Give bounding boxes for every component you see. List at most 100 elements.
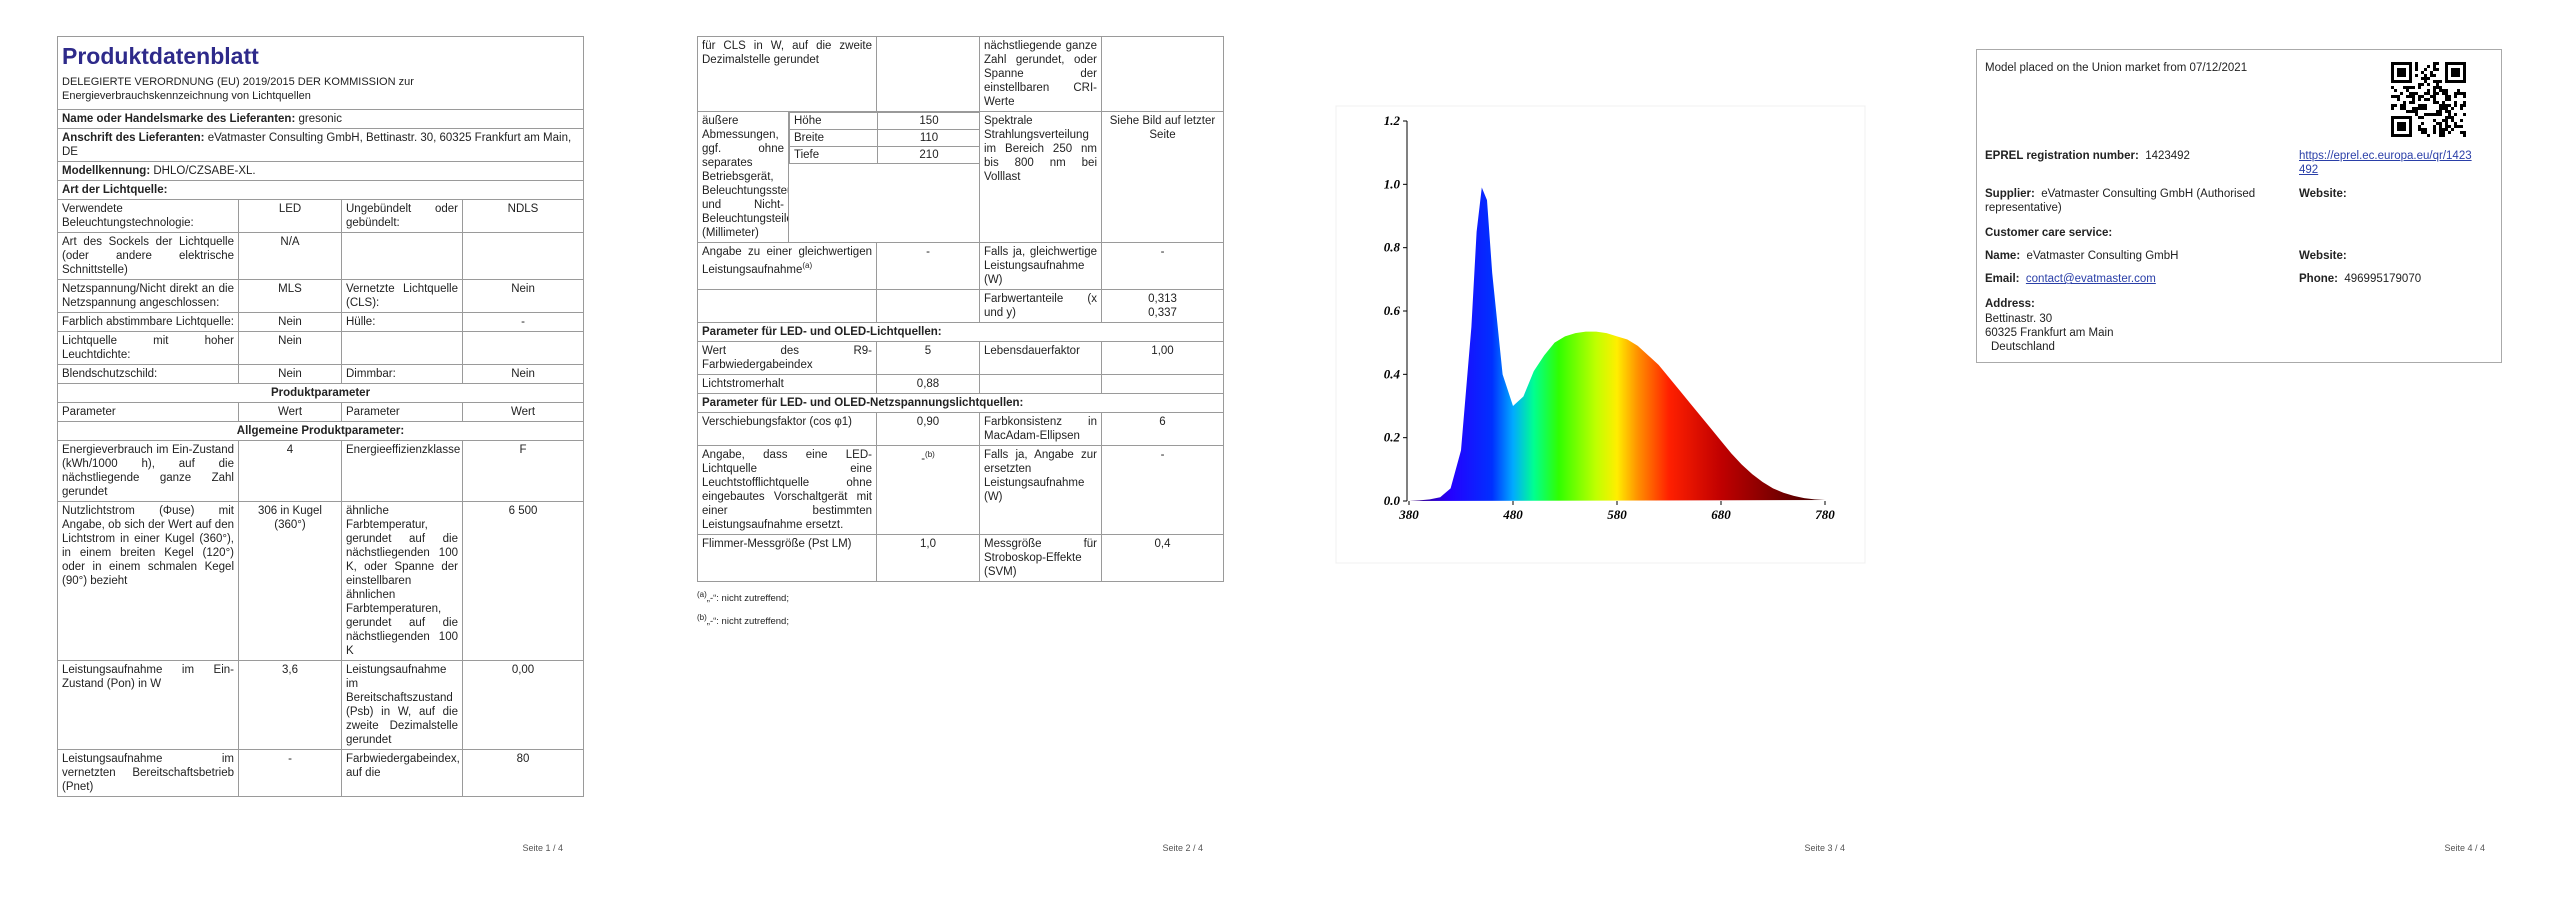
qr-module: [2463, 62, 2466, 65]
qr-module: [2418, 125, 2421, 128]
qr-module: [2409, 86, 2412, 89]
qr-module: [2445, 65, 2448, 68]
cell: [461, 232, 584, 280]
cell: [1101, 374, 1224, 394]
qr-module: [2451, 68, 2454, 71]
qr-module: [2460, 131, 2463, 134]
qr-module: [2418, 104, 2421, 107]
cell: Lichtquelle mit hoher Leuchtdichte:: [57, 331, 239, 365]
footnote-mark: (b): [697, 613, 707, 623]
qr-module: [2409, 71, 2412, 74]
qr-module: [2403, 71, 2406, 74]
qr-module: [2439, 104, 2442, 107]
label: Phone:: [2299, 273, 2338, 285]
table-body: für CLS in W, auf die zweite Dezimalstel…: [697, 36, 1224, 582]
qr-module: [2439, 80, 2442, 83]
dimension-name: Tiefe: [789, 146, 878, 164]
field-label: Name oder Handelsmarke des Lieferanten:: [62, 113, 296, 125]
section-heading: Produktparameter: [57, 383, 584, 403]
qr-module: [2436, 62, 2439, 65]
cell: Parameter: [341, 402, 463, 422]
cell: [876, 36, 980, 112]
page-footer: Seite 1 / 4: [522, 843, 563, 853]
qr-module: [2457, 71, 2460, 74]
cell: Art der Lichtquelle:: [57, 180, 584, 200]
row: Parameter für LED- und OLED-Lichtquellen…: [697, 322, 1224, 342]
cell: -: [1101, 242, 1224, 290]
qr-module: [2427, 89, 2430, 92]
qr-module: [2403, 74, 2406, 77]
qr-module: [2424, 77, 2427, 80]
qr-module: [2451, 80, 2454, 83]
qr-module: [2421, 128, 2424, 131]
chart-frame: [1335, 105, 1866, 564]
qr-module: [2445, 116, 2448, 119]
cell: Farblich abstimmbare Lichtquelle:: [57, 312, 239, 332]
qr-module: [2409, 101, 2412, 104]
qr-module: [2439, 122, 2442, 125]
cell: Hülle:: [341, 312, 463, 332]
qr-module: [2409, 131, 2412, 134]
cell: Siehe Bild auf letzter Seite: [1101, 111, 1224, 243]
qr-module: [2442, 101, 2445, 104]
qr-module: [2400, 62, 2403, 65]
cell-text: Angabe zu einer gleichwertigen Leistungs…: [702, 246, 872, 276]
qr-module: [2463, 68, 2466, 71]
address-line: 60325 Frankfurt am Main: [1985, 327, 2114, 339]
footnote-text: „-“: nicht zutreffend;: [706, 593, 789, 605]
eprel-link[interactable]: https://eprel.ec.europa.eu/qr/1423492: [2299, 150, 2472, 176]
qr-module: [2439, 125, 2442, 128]
qr-module: [2391, 134, 2394, 137]
row: Angabe zu einer gleichwertigen Leistungs…: [697, 242, 1224, 290]
cell: [341, 331, 463, 365]
footnote-mark: (a): [697, 590, 707, 599]
row: Leistungsaufnahme im Ein-Zustand (Pon) i…: [57, 660, 584, 750]
qr-module: [2427, 134, 2430, 137]
qr-module: [2427, 65, 2430, 68]
qr-module: [2400, 125, 2403, 128]
qr-module: [2451, 62, 2454, 65]
cell: Nein: [238, 364, 342, 384]
qr-module: [2418, 98, 2421, 101]
qr-module: [2409, 65, 2412, 68]
email-link[interactable]: contact@evatmaster.com: [2025, 273, 2156, 285]
qr-module: [2445, 80, 2448, 83]
qr-module: [2448, 95, 2451, 98]
qr-module: [2460, 80, 2463, 83]
qr-module: [2400, 122, 2403, 125]
qr-module: [2418, 83, 2421, 86]
dimension-name: Breite: [789, 129, 878, 147]
qr-module: [2412, 98, 2415, 101]
qr-module: [2394, 80, 2397, 83]
footnote-mark: (a): [802, 261, 813, 270]
row: Angabe, dass eine LED-Lichtquelle eine L…: [697, 445, 1224, 535]
qr-module: [2439, 113, 2442, 116]
qr-module: [2442, 131, 2445, 134]
cell: Farbwiedergabeindex, auf die: [341, 749, 463, 797]
page-1: Produktdatenblatt DELEGIERTE VERORDNUNG (…: [57, 36, 584, 836]
qr-module: [2409, 116, 2412, 119]
label: Email:: [1985, 273, 2020, 285]
qr-module: [2415, 68, 2418, 71]
value: eVatmaster Consulting GmbH: [2026, 250, 2179, 262]
qr-module: [2397, 68, 2400, 71]
qr-module: [2433, 65, 2436, 68]
qr-module: [2433, 128, 2436, 131]
qr-module: [2433, 89, 2436, 92]
cell: 0,4: [1101, 534, 1224, 582]
qr-module: [2460, 92, 2463, 95]
label: Supplier:: [1985, 188, 2035, 200]
qr-module: [2415, 92, 2418, 95]
qr-module: [2391, 62, 2394, 65]
label: EPREL registration number:: [1985, 150, 2139, 162]
row: Produktparameter: [57, 383, 584, 403]
qr-module: [2400, 71, 2403, 74]
page-footer: Seite 4 / 4: [2444, 843, 2485, 853]
qr-module: [2397, 122, 2400, 125]
qr-module: [2427, 83, 2430, 86]
qr-module: [2403, 104, 2406, 107]
qr-module: [2445, 62, 2448, 65]
email-row: Email: contact@evatmaster.com: [1985, 272, 2156, 286]
table-body: Höhe 150 Breite 110 Tiefe 210: [789, 112, 979, 164]
datasheet-table: Produktdatenblatt DELEGIERTE VERORDNUNG (…: [57, 36, 584, 797]
